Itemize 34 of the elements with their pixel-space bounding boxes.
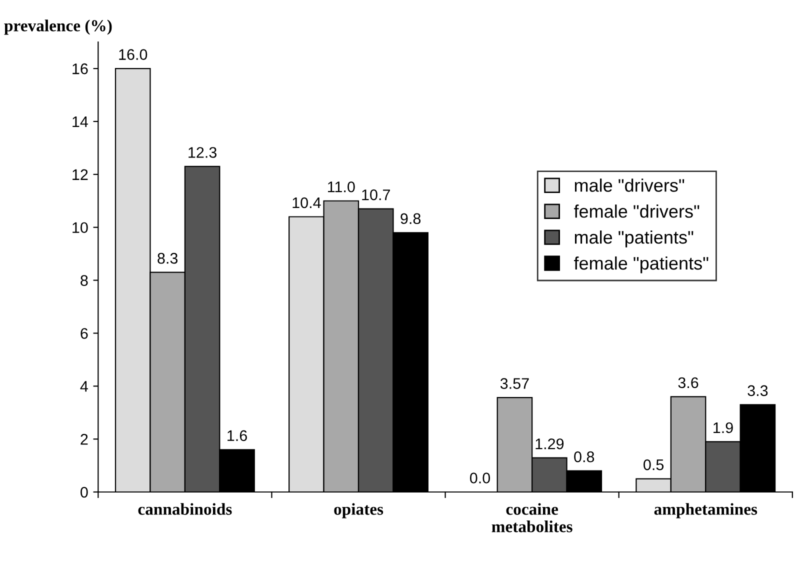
- y-axis-title: prevalence (%): [4, 20, 112, 35]
- y-tick-label: 16: [72, 63, 88, 74]
- legend-label: male "patients": [574, 230, 694, 248]
- y-tick-label: 14: [72, 116, 88, 128]
- y-tick-label: 6: [80, 328, 88, 339]
- data-label: 3.6: [678, 377, 698, 388]
- data-label: 11.0: [328, 181, 355, 192]
- data-label: 0.8: [574, 451, 594, 462]
- x-tick-label: cocaine metabolites: [492, 503, 572, 532]
- y-tick-label: 2: [80, 434, 88, 445]
- data-label: 10.4: [292, 197, 321, 208]
- data-label: 12.3: [188, 147, 216, 158]
- x-tick-label: opiates: [334, 503, 384, 518]
- data-label: 1.9: [714, 422, 733, 434]
- y-tick-label: 0: [80, 486, 88, 498]
- x-tick-label: cannabinoids: [138, 503, 232, 515]
- y-tick-label: 8: [80, 275, 88, 286]
- legend-label: female "drivers": [574, 204, 700, 218]
- data-label: 1.6: [228, 430, 247, 442]
- data-label: 0.5: [644, 459, 664, 470]
- data-label: 3.3: [748, 385, 768, 396]
- y-tick-label: 4: [80, 381, 88, 392]
- legend-label: male "drivers": [574, 178, 684, 192]
- y-tick-label: 12: [72, 169, 88, 180]
- legend-label: female "patients": [574, 256, 708, 274]
- data-label: 0.0: [470, 472, 490, 484]
- data-label: 3.57: [500, 378, 529, 389]
- data-label: 8.3: [158, 252, 178, 264]
- data-label: 16.0: [119, 49, 148, 60]
- data-label: 10.7: [362, 189, 390, 200]
- y-tick-label: 10: [72, 222, 88, 234]
- data-label: 1.29: [536, 438, 564, 450]
- data-label: 9.8: [400, 213, 421, 224]
- x-tick-label: amphetamines: [654, 503, 758, 518]
